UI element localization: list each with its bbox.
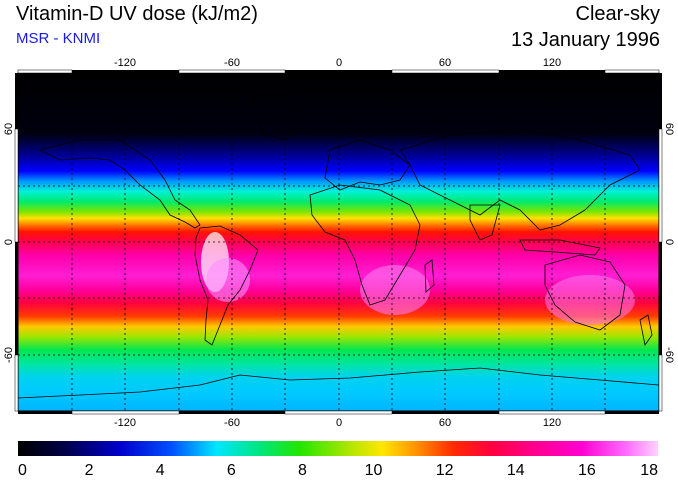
- colorbar-tick-label: 12: [436, 462, 454, 479]
- colorbar-labels: 0 2 4 6 8 10 12 14 16 18: [18, 462, 658, 479]
- colorbar-tick-label: 18: [640, 462, 658, 479]
- lat-label-left-neg60: -60: [3, 347, 15, 363]
- map-title: Vitamin-D UV dose (kJ/m2): [16, 3, 258, 25]
- dose-field: [18, 73, 659, 411]
- lat-label-right-neg60: -60: [663, 347, 675, 363]
- border-bars: [14, 69, 663, 415]
- graticule: [18, 73, 659, 411]
- colorbar-tick-label: 2: [85, 462, 94, 479]
- lon-label-bottom-0: 0: [336, 417, 342, 429]
- colorbar-tick-label: 8: [298, 462, 307, 479]
- colorbar-tick-label: 4: [156, 462, 165, 479]
- lat-label-right-0: 0: [663, 239, 675, 245]
- lon-label-bottom-neg120: -120: [114, 417, 136, 429]
- lon-label-bottom-neg60: -60: [224, 417, 240, 429]
- colorbar-tick-label: 10: [365, 462, 383, 479]
- lon-label-top-60: 60: [439, 57, 451, 69]
- lon-label-top-neg60: -60: [224, 57, 240, 69]
- colorbar-tick-label: 16: [578, 462, 596, 479]
- lon-label-bottom-120: 120: [543, 417, 561, 429]
- lat-label-right-60: 60: [663, 123, 675, 135]
- colorbar: [18, 441, 658, 456]
- lon-label-top-neg120: -120: [114, 57, 136, 69]
- lon-label-bottom-60: 60: [439, 417, 451, 429]
- lon-label-top-0: 0: [336, 57, 342, 69]
- lat-label-left-60: 60: [3, 123, 15, 135]
- lon-label-top-120: 120: [543, 57, 561, 69]
- sky-condition-label: Clear-sky: [575, 3, 660, 25]
- colorbar-tick-label: 6: [227, 462, 236, 479]
- colorbar-tick-label: 14: [507, 462, 525, 479]
- colorbar-tick-label: 0: [18, 462, 27, 479]
- date-label: 13 January 1996: [510, 29, 660, 51]
- lat-label-left-0: 0: [3, 239, 15, 245]
- credit-label: MSR - KNMI: [16, 30, 101, 47]
